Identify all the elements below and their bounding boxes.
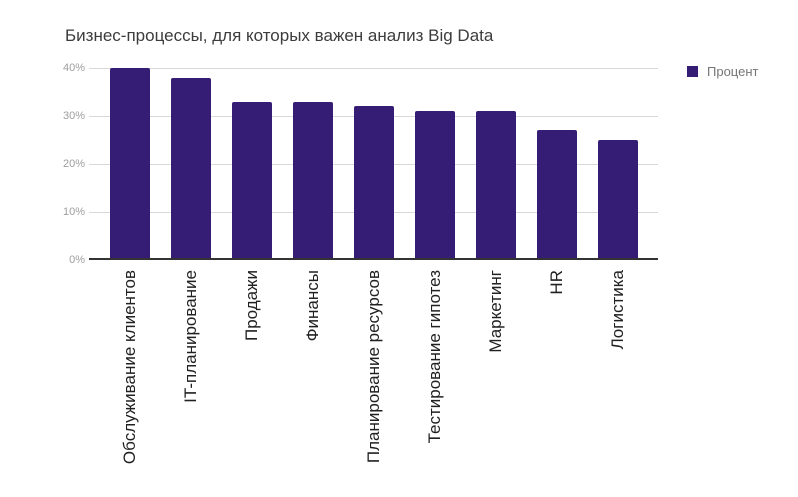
bar[interactable] <box>232 101 273 260</box>
y-axis-tick-label: 40% <box>62 62 85 74</box>
bar[interactable] <box>598 140 639 260</box>
legend-label: Процент <box>707 64 759 79</box>
bar[interactable] <box>354 106 395 260</box>
bar[interactable] <box>293 101 334 260</box>
bar[interactable] <box>476 111 517 260</box>
y-axis-tick-label: 0% <box>69 254 85 266</box>
x-axis-label: HR <box>547 270 567 295</box>
bar[interactable] <box>415 111 456 260</box>
bar[interactable] <box>171 77 212 260</box>
chart-title: Бизнес-процессы, для которых важен анали… <box>65 26 494 45</box>
bar[interactable] <box>537 130 578 260</box>
y-axis-tick-label: 20% <box>62 158 85 170</box>
bar[interactable] <box>110 68 150 260</box>
x-axis-label: Логистика <box>608 270 628 350</box>
y-axis-tick-label: 30% <box>62 110 85 122</box>
y-axis-tick-label: 10% <box>62 206 85 218</box>
x-axis-line <box>89 258 658 260</box>
legend: Процент <box>687 64 758 79</box>
gridline <box>89 67 658 69</box>
legend-swatch-icon <box>687 66 698 77</box>
